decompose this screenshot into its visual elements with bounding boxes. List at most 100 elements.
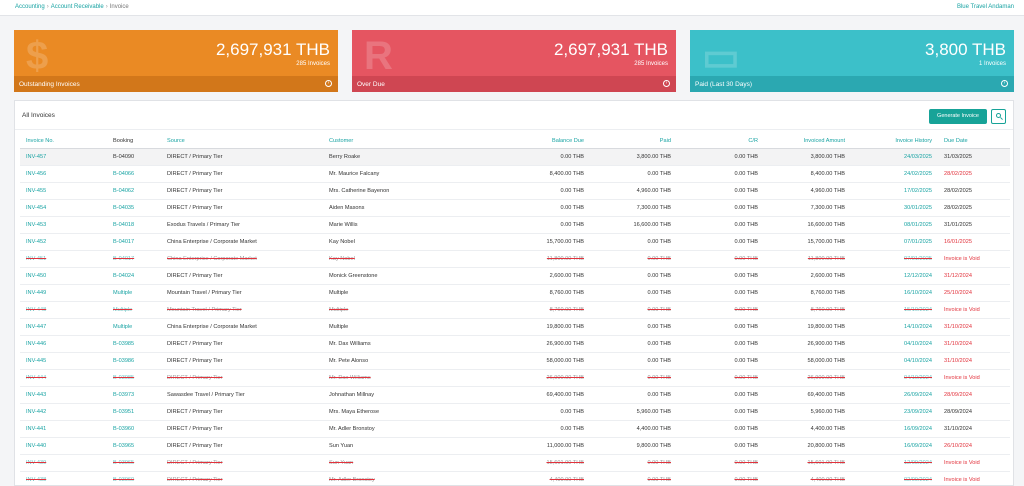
booking-link[interactable]: B-04035 (107, 199, 161, 217)
invoice-history-cell[interactable]: 12/12/2024 (851, 267, 938, 285)
invoice-number-link[interactable]: INV-450 (20, 267, 107, 285)
company-name[interactable]: Blue Travel Andaman (956, 4, 1014, 10)
table-row[interactable]: INV-439 B-03965 DIRECT / Primary Tier Sun Y… (20, 454, 1010, 472)
booking-link[interactable]: B-04062 (107, 182, 161, 200)
booking-link[interactable]: B-04066 (107, 165, 161, 183)
invoice-history-cell[interactable]: 04/10/2024 (851, 335, 938, 353)
invoice-number-link[interactable]: INV-456 (20, 165, 107, 183)
booking-link[interactable]: B-03960 (107, 471, 161, 485)
table-row[interactable]: INV-447 Multiple China Enterprise / Corpor… (20, 318, 1010, 336)
booking-link[interactable]: B-04090 (107, 148, 161, 166)
booking-link[interactable]: B-03965 (107, 437, 161, 455)
arrow-right-icon[interactable]: › (663, 80, 670, 87)
invoice-history-cell[interactable]: 08/01/2025 (851, 216, 938, 234)
table-row[interactable]: INV-448 Multiple Mountain Travel / Primary… (20, 301, 1010, 319)
invoice-number-link[interactable]: INV-454 (20, 199, 107, 217)
invoice-history-cell[interactable]: 14/10/2024 (851, 318, 938, 336)
outstanding-invoices-card[interactable]: $ 2,697,931 THB 285 Invoices Outstanding… (14, 30, 338, 92)
invoice-history-cell[interactable]: 24/02/2025 (851, 165, 938, 183)
table-row[interactable]: INV-451 B-04017 China Enterprise / Corpora… (20, 250, 1010, 268)
col-cr[interactable]: C/R (677, 134, 764, 149)
card-footer[interactable]: Paid (Last 30 Days) › (690, 76, 1014, 92)
booking-link[interactable]: Multiple (107, 284, 161, 302)
invoice-number-link[interactable]: INV-441 (20, 420, 107, 438)
table-row[interactable]: INV-452 B-04017 China Enterprise / Corpora… (20, 233, 1010, 251)
invoice-history-cell[interactable]: 04/10/2024 (851, 369, 938, 387)
table-row[interactable]: INV-446 B-03985 DIRECT / Primary Tier Mr. D… (20, 335, 1010, 353)
col-balance-due[interactable]: Balance Due (473, 134, 590, 149)
booking-link[interactable]: B-03960 (107, 420, 161, 438)
invoice-history-cell[interactable]: 04/10/2024 (851, 352, 938, 370)
table-row[interactable]: INV-443 B-03973 Sawasdee Travel / Primary … (20, 386, 1010, 404)
table-row[interactable]: INV-442 B-03951 DIRECT / Primary Tier Mrs. … (20, 403, 1010, 421)
invoice-history-cell[interactable]: 16/09/2024 (851, 420, 938, 438)
invoice-number-link[interactable]: INV-439 (20, 454, 107, 472)
generate-invoice-button[interactable]: Generate Invoice (929, 109, 987, 124)
table-row[interactable]: INV-444 B-03985 DIRECT / Primary Tier Mr. D… (20, 369, 1010, 387)
col-due-date[interactable]: Due Date (938, 134, 1010, 149)
table-row[interactable]: INV-456 B-04066 DIRECT / Primary Tier Mr. M… (20, 165, 1010, 183)
table-row[interactable]: INV-450 B-04024 DIRECT / Primary Tier Monic… (20, 267, 1010, 285)
breadcrumb-accounting[interactable]: Accounting (15, 4, 45, 10)
booking-link[interactable]: B-03951 (107, 403, 161, 421)
table-row[interactable]: INV-453 B-04018 Exodus Travels / Primary T… (20, 216, 1010, 234)
invoice-history-cell[interactable]: 02/09/2024 (851, 471, 938, 485)
invoice-number-link[interactable]: INV-449 (20, 284, 107, 302)
invoice-history-cell[interactable]: 16/09/2024 (851, 437, 938, 455)
invoice-history-cell[interactable]: 17/02/2025 (851, 182, 938, 200)
booking-link[interactable]: B-04017 (107, 233, 161, 251)
invoice-number-link[interactable]: INV-451 (20, 250, 107, 268)
invoice-history-cell[interactable]: 12/09/2024 (851, 454, 938, 472)
invoice-history-cell[interactable]: 30/01/2025 (851, 199, 938, 217)
search-button[interactable] (991, 109, 1006, 124)
booking-link[interactable]: B-03985 (107, 335, 161, 353)
booking-link[interactable]: B-03985 (107, 369, 161, 387)
breadcrumb-account-receivable[interactable]: Account Receivable (50, 4, 104, 10)
table-row[interactable]: INV-449 Multiple Mountain Travel / Primary… (20, 284, 1010, 302)
booking-link[interactable]: B-04017 (107, 250, 161, 268)
table-row[interactable]: INV-441 B-03960 DIRECT / Primary Tier Mr. A… (20, 420, 1010, 438)
col-invoice-no[interactable]: Invoice No. (20, 134, 107, 149)
table-row[interactable]: INV-445 B-03986 DIRECT / Primary Tier Mr. P… (20, 352, 1010, 370)
table-row[interactable]: INV-455 B-04062 DIRECT / Primary Tier Mrs. … (20, 182, 1010, 200)
invoice-number-link[interactable]: INV-445 (20, 352, 107, 370)
table-row[interactable]: INV-438 B-03960 DIRECT / Primary Tier Mr. A… (20, 471, 1010, 485)
booking-link[interactable]: Multiple (107, 301, 161, 319)
col-booking[interactable]: Booking (107, 134, 161, 149)
booking-link[interactable]: B-03965 (107, 454, 161, 472)
booking-link[interactable]: Multiple (107, 318, 161, 336)
booking-link[interactable]: B-03986 (107, 352, 161, 370)
invoice-number-link[interactable]: INV-453 (20, 216, 107, 234)
col-paid[interactable]: Paid (590, 134, 677, 149)
invoice-number-link[interactable]: INV-444 (20, 369, 107, 387)
invoice-number-link[interactable]: INV-446 (20, 335, 107, 353)
invoice-number-link[interactable]: INV-455 (20, 182, 107, 200)
table-row[interactable]: INV-440 B-03965 DIRECT / Primary Tier Sun Y… (20, 437, 1010, 455)
invoice-number-link[interactable]: INV-452 (20, 233, 107, 251)
invoice-number-link[interactable]: INV-440 (20, 437, 107, 455)
invoice-number-link[interactable]: INV-457 (20, 148, 107, 166)
invoice-history-cell[interactable]: 07/01/2025 (851, 233, 938, 251)
col-invoiced-amount[interactable]: Invoiced Amount (764, 134, 851, 149)
table-row[interactable]: INV-454 B-04035 DIRECT / Primary Tier Aiden… (20, 199, 1010, 217)
invoice-number-link[interactable]: INV-442 (20, 403, 107, 421)
invoice-number-link[interactable]: INV-443 (20, 386, 107, 404)
invoice-history-cell[interactable]: 15/10/2024 (851, 301, 938, 319)
invoice-history-cell[interactable]: 23/09/2024 (851, 403, 938, 421)
invoice-number-link[interactable]: INV-448 (20, 301, 107, 319)
invoice-number-link[interactable]: INV-438 (20, 471, 107, 485)
invoice-history-cell[interactable]: 26/09/2024 (851, 386, 938, 404)
invoice-history-cell[interactable]: 07/01/2025 (851, 250, 938, 268)
paid-last-30-days-card[interactable]: ▭ 3,800 THB 1 Invoices Paid (Last 30 Day… (690, 30, 1014, 92)
col-source[interactable]: Source (161, 134, 323, 149)
col-invoice-history[interactable]: Invoice History (851, 134, 938, 149)
card-footer[interactable]: Over Due › (352, 76, 676, 92)
invoice-history-cell[interactable]: 16/10/2024 (851, 284, 938, 302)
over-due-card[interactable]: R 2,697,931 THB 285 Invoices Over Due › (352, 30, 676, 92)
booking-link[interactable]: B-03973 (107, 386, 161, 404)
arrow-right-icon[interactable]: › (1001, 80, 1008, 87)
invoice-number-link[interactable]: INV-447 (20, 318, 107, 336)
invoice-history-cell[interactable]: 24/03/2025 (851, 148, 938, 166)
table-row[interactable]: INV-457 B-04090 DIRECT / Primary Tier Berry… (20, 148, 1010, 166)
booking-link[interactable]: B-04024 (107, 267, 161, 285)
